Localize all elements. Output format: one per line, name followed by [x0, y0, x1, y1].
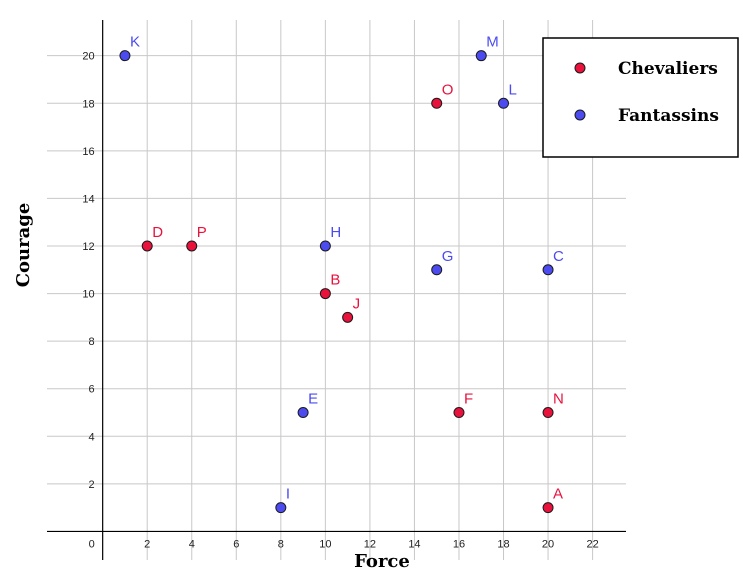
point-marker — [431, 264, 443, 276]
data-point-K: K — [119, 34, 140, 62]
data-point-O: O — [431, 81, 454, 109]
point-label: B — [330, 272, 340, 289]
data-point-M: M — [475, 34, 499, 62]
data-point-L: L — [498, 81, 517, 109]
y-tick-label: 6 — [89, 384, 95, 396]
point-label: C — [553, 248, 564, 265]
point-marker — [498, 97, 510, 109]
data-point-E: E — [297, 391, 318, 419]
point-marker — [186, 240, 198, 252]
point-label: L — [509, 81, 517, 98]
x-tick-label: 14 — [408, 538, 420, 550]
legend-marker — [574, 62, 586, 74]
axes — [47, 20, 626, 560]
point-label: P — [197, 224, 207, 241]
x-tick-label: 22 — [586, 538, 598, 550]
legend-item-chevaliers: Chevaliers — [574, 59, 718, 79]
x-tick-label: 2 — [144, 538, 150, 550]
data-points: A B D F J N O P C E G H I K L M — [119, 34, 564, 514]
point-marker — [431, 97, 443, 109]
point-marker — [119, 50, 131, 62]
point-label: N — [553, 391, 564, 408]
data-point-C: C — [542, 248, 564, 276]
x-tick-label: 16 — [453, 538, 465, 550]
y-tick-label: 2 — [89, 479, 95, 491]
point-label: I — [286, 486, 290, 503]
data-point-D: D — [141, 224, 163, 252]
point-marker — [297, 407, 309, 419]
point-marker — [141, 240, 153, 252]
point-marker — [453, 407, 465, 419]
legend-label: Chevaliers — [618, 59, 718, 79]
point-label: A — [553, 486, 563, 503]
x-axis-title: Force — [354, 551, 410, 572]
point-marker — [542, 264, 554, 276]
x-tick-label: 20 — [542, 538, 554, 550]
legend-marker — [574, 109, 586, 121]
x-tick-label: 6 — [233, 538, 239, 550]
x-tick-labels: 2 4 6 8 10 12 14 16 18 20 22 — [144, 538, 599, 550]
y-tick-label: 10 — [82, 289, 94, 301]
legend-box — [542, 37, 739, 158]
data-point-J: J — [342, 295, 361, 323]
data-point-B: B — [319, 272, 340, 300]
legend: Chevaliers Fantassins — [542, 37, 739, 158]
grid — [47, 20, 626, 560]
y-tick-label: 4 — [89, 431, 95, 443]
point-marker — [542, 407, 554, 419]
point-label: D — [152, 224, 163, 241]
x-tick-label: 10 — [319, 538, 331, 550]
data-point-A: A — [542, 486, 563, 514]
data-point-P: P — [186, 224, 207, 252]
point-label: E — [308, 391, 318, 408]
y-tick-label: 14 — [82, 193, 94, 205]
y-axis-title: Courage — [13, 203, 34, 288]
legend-item-fantassins: Fantassins — [574, 106, 719, 126]
point-marker — [319, 240, 331, 252]
point-label: M — [486, 34, 499, 51]
y-tick-labels: 2 4 6 8 10 12 14 16 18 20 — [82, 51, 94, 491]
point-marker — [275, 502, 287, 514]
data-point-I: I — [275, 486, 290, 514]
point-label: K — [130, 34, 140, 51]
x-tick-label: 18 — [497, 538, 509, 550]
point-marker — [319, 288, 331, 300]
point-label: H — [330, 224, 341, 241]
point-marker — [342, 311, 354, 323]
y-tick-label: 8 — [89, 336, 95, 348]
data-point-F: F — [453, 391, 473, 419]
point-label: G — [442, 248, 454, 265]
origin-label: 0 — [89, 538, 95, 550]
x-tick-label: 4 — [189, 538, 195, 550]
point-label: J — [353, 295, 361, 312]
data-point-G: G — [431, 248, 454, 276]
point-marker — [475, 50, 487, 62]
y-tick-label: 12 — [82, 241, 94, 253]
data-point-N: N — [542, 391, 564, 419]
y-tick-label: 16 — [82, 146, 94, 158]
x-tick-label: 12 — [364, 538, 376, 550]
data-point-H: H — [319, 224, 341, 252]
y-tick-label: 18 — [82, 98, 94, 110]
legend-label: Fantassins — [618, 106, 719, 126]
point-label: O — [442, 81, 454, 98]
point-marker — [542, 502, 554, 514]
x-tick-label: 8 — [278, 538, 284, 550]
point-label: F — [464, 391, 473, 408]
y-tick-label: 20 — [82, 51, 94, 63]
